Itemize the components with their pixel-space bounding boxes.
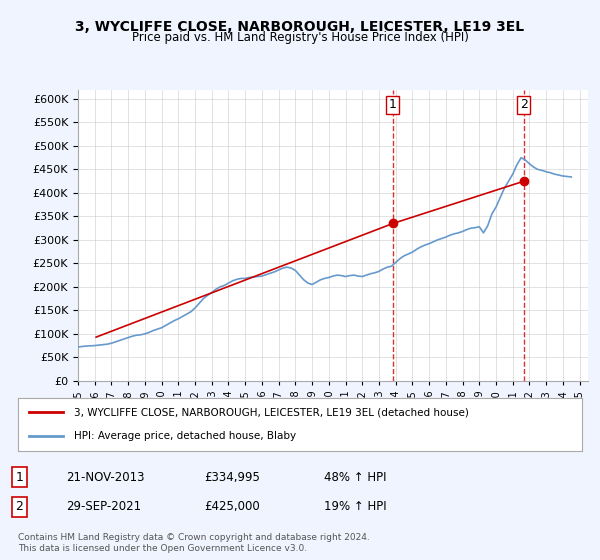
Text: 29-SEP-2021: 29-SEP-2021 <box>66 500 141 514</box>
Text: 48% ↑ HPI: 48% ↑ HPI <box>324 470 386 484</box>
Text: 3, WYCLIFFE CLOSE, NARBOROUGH, LEICESTER, LE19 3EL: 3, WYCLIFFE CLOSE, NARBOROUGH, LEICESTER… <box>76 20 524 34</box>
Text: 2: 2 <box>15 500 23 514</box>
Text: 1: 1 <box>389 99 397 111</box>
Text: 19% ↑ HPI: 19% ↑ HPI <box>324 500 386 514</box>
Text: Contains HM Land Registry data © Crown copyright and database right 2024.
This d: Contains HM Land Registry data © Crown c… <box>18 533 370 553</box>
Text: £425,000: £425,000 <box>204 500 260 514</box>
Text: 21-NOV-2013: 21-NOV-2013 <box>66 470 145 484</box>
Text: HPI: Average price, detached house, Blaby: HPI: Average price, detached house, Blab… <box>74 431 296 441</box>
Text: 2: 2 <box>520 99 528 111</box>
Text: 3, WYCLIFFE CLOSE, NARBOROUGH, LEICESTER, LE19 3EL (detached house): 3, WYCLIFFE CLOSE, NARBOROUGH, LEICESTER… <box>74 408 469 418</box>
Text: 1: 1 <box>15 470 23 484</box>
Text: £334,995: £334,995 <box>204 470 260 484</box>
Text: Price paid vs. HM Land Registry's House Price Index (HPI): Price paid vs. HM Land Registry's House … <box>131 31 469 44</box>
